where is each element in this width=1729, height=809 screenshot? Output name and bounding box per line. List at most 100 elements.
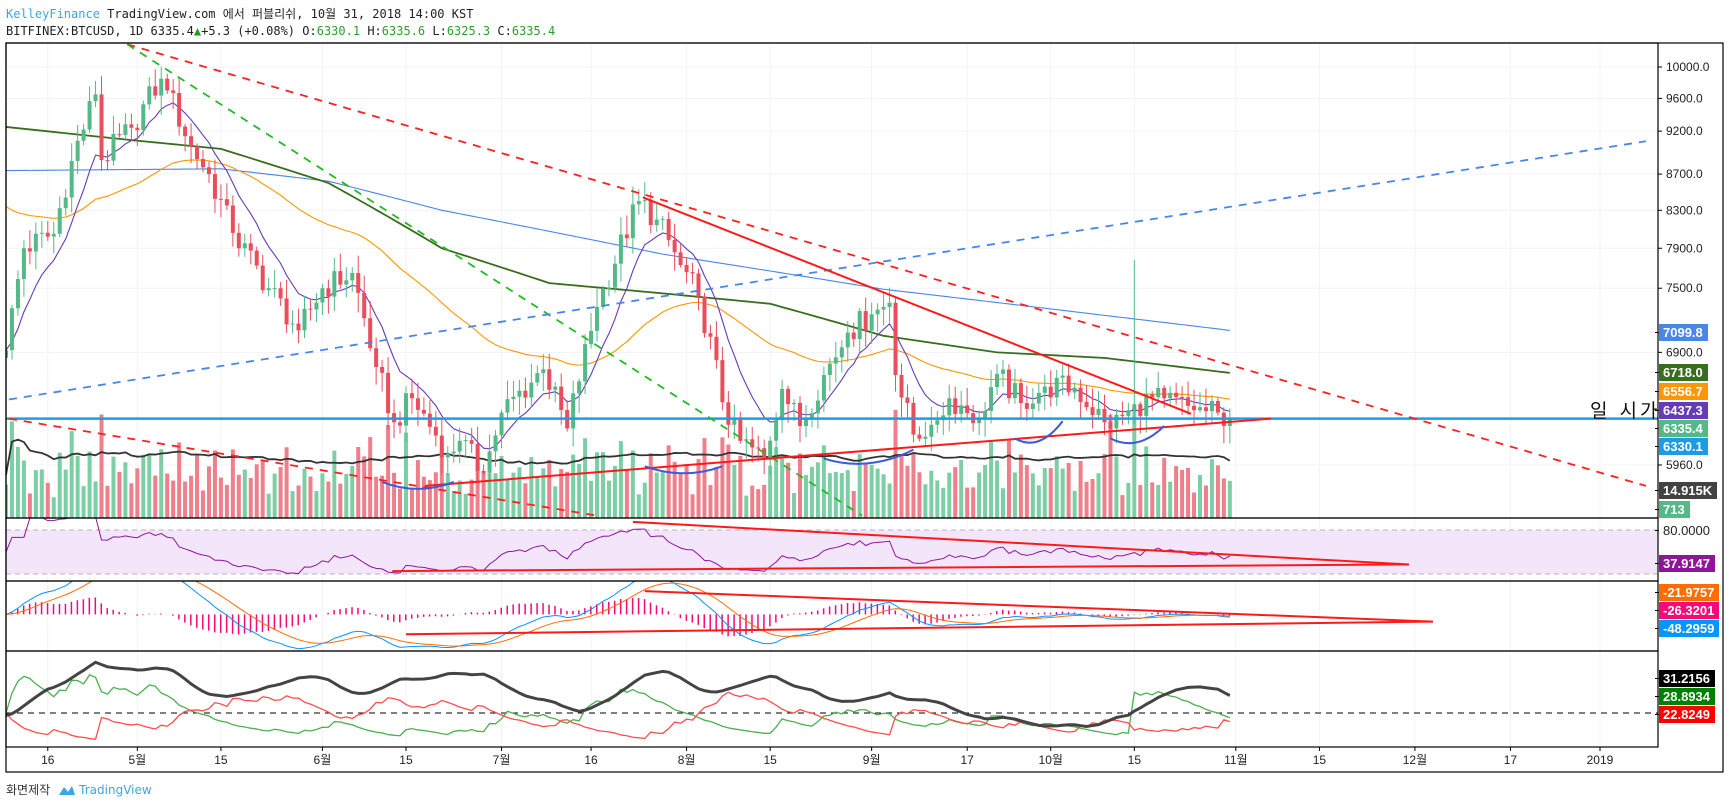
- candle: [815, 389, 820, 429]
- candle: [481, 464, 486, 476]
- macd-histogram-bar: [399, 614, 401, 623]
- macd-histogram-bar: [297, 614, 300, 626]
- volume-bar: [965, 487, 970, 518]
- trendline[interactable]: [126, 43, 863, 517]
- candle: [1060, 363, 1065, 396]
- macd-histogram-bar: [70, 601, 73, 615]
- cup-arc[interactable]: [381, 480, 455, 490]
- macd-histogram-bar: [106, 608, 108, 615]
- macd-histogram-bar: [213, 614, 216, 633]
- macd-trendline[interactable]: [644, 590, 1433, 623]
- volume-bar: [451, 490, 456, 518]
- candle: [845, 320, 850, 362]
- ma-green-line: [6, 126, 1230, 374]
- volume-bar: [236, 474, 241, 518]
- macd-histogram-bar: [960, 614, 962, 617]
- candle: [630, 186, 635, 254]
- volume-bar: [750, 485, 755, 518]
- trendline[interactable]: [642, 196, 1192, 415]
- candle: [201, 150, 206, 173]
- candle: [1072, 382, 1077, 400]
- candle: [803, 405, 808, 438]
- volume-bar: [1060, 468, 1065, 518]
- macd-histogram-bar: [942, 614, 944, 622]
- tradingview-logo[interactable]: TradingView: [58, 783, 152, 797]
- time-axis-tick: 5월: [128, 753, 146, 767]
- macd-histogram-bar: [315, 614, 317, 618]
- volume-bar: [547, 459, 552, 518]
- volume-bar: [1227, 480, 1232, 518]
- volume-bar: [1096, 473, 1101, 518]
- candle: [350, 267, 355, 292]
- macd-histogram-bar: [112, 609, 114, 615]
- volume-bar: [780, 458, 785, 518]
- macd-histogram-bar: [578, 610, 580, 615]
- macd-histogram-bar: [978, 614, 980, 616]
- macd-histogram-bar: [88, 597, 91, 615]
- price-value-label: 6330.1: [1655, 438, 1708, 455]
- price-axis-tick: 9600.0: [1666, 91, 1703, 105]
- macd-trendline[interactable]: [405, 620, 1433, 636]
- time-axis-tick: 9월: [863, 753, 881, 767]
- candle: [684, 257, 689, 284]
- author-link[interactable]: KelleyFinance: [6, 7, 100, 21]
- cup-arc[interactable]: [1014, 420, 1064, 444]
- volume-bar: [1012, 472, 1017, 518]
- candle: [1126, 402, 1131, 425]
- candle: [266, 277, 271, 297]
- candle: [899, 363, 904, 417]
- macd-histogram-bar: [148, 613, 150, 615]
- dmi-pane[interactable]: [6, 660, 1658, 740]
- price-pane[interactable]: [4, 43, 1658, 518]
- volume-bar: [386, 424, 391, 518]
- macd-histogram-bar: [1073, 612, 1076, 615]
- time-axis-tick: 15: [1128, 753, 1142, 767]
- symbol-name[interactable]: BITFINEX:BTCUSD, 1D: [6, 24, 144, 38]
- macd-histogram-bar: [369, 612, 371, 615]
- rsi-trendline[interactable]: [392, 563, 1409, 573]
- candle: [523, 377, 528, 409]
- macd-value-label: -48.2959: [1654, 620, 1720, 637]
- volume-bar: [648, 453, 653, 518]
- volume-bar: [618, 441, 623, 518]
- volume-bar: [1108, 414, 1113, 518]
- macd-histogram-bar: [846, 603, 849, 615]
- trendline[interactable]: [425, 417, 1272, 487]
- candle: [595, 288, 600, 342]
- volume-bar: [869, 464, 874, 518]
- candle: [654, 202, 659, 232]
- candle: [589, 312, 594, 349]
- macd-histogram-bar: [219, 614, 222, 633]
- rsi-trendline[interactable]: [632, 520, 1410, 566]
- macd-histogram-bar: [118, 611, 120, 615]
- macd-histogram-bar: [769, 614, 771, 627]
- volume-bar: [260, 461, 265, 518]
- trendline[interactable]: [8, 417, 598, 517]
- rsi-pane[interactable]: [6, 517, 1658, 575]
- candle: [260, 254, 265, 294]
- time-axis-tick: 17: [960, 753, 974, 767]
- time-axis-tick: 16: [41, 753, 55, 767]
- volume-bar: [457, 480, 462, 518]
- candle: [917, 426, 922, 442]
- macd-histogram-bar: [178, 614, 180, 620]
- volume-bar: [738, 455, 743, 518]
- cup-arc[interactable]: [644, 465, 723, 475]
- candle: [780, 379, 785, 433]
- candle: [660, 216, 665, 231]
- volume-bar: [624, 470, 629, 518]
- volume-bar: [606, 480, 611, 518]
- macd-histogram-bar: [333, 610, 335, 615]
- cup-arc[interactable]: [823, 448, 914, 465]
- macd-pane[interactable]: [6, 565, 1433, 650]
- candle: [648, 192, 653, 234]
- cup-arc[interactable]: [1109, 425, 1165, 445]
- volume-bar: [183, 481, 188, 518]
- volume-bar: [601, 452, 605, 518]
- macd-histogram-bar: [751, 614, 753, 634]
- candle: [571, 380, 576, 447]
- candle: [1024, 385, 1029, 421]
- candle: [541, 354, 546, 391]
- volume-bar: [517, 467, 522, 518]
